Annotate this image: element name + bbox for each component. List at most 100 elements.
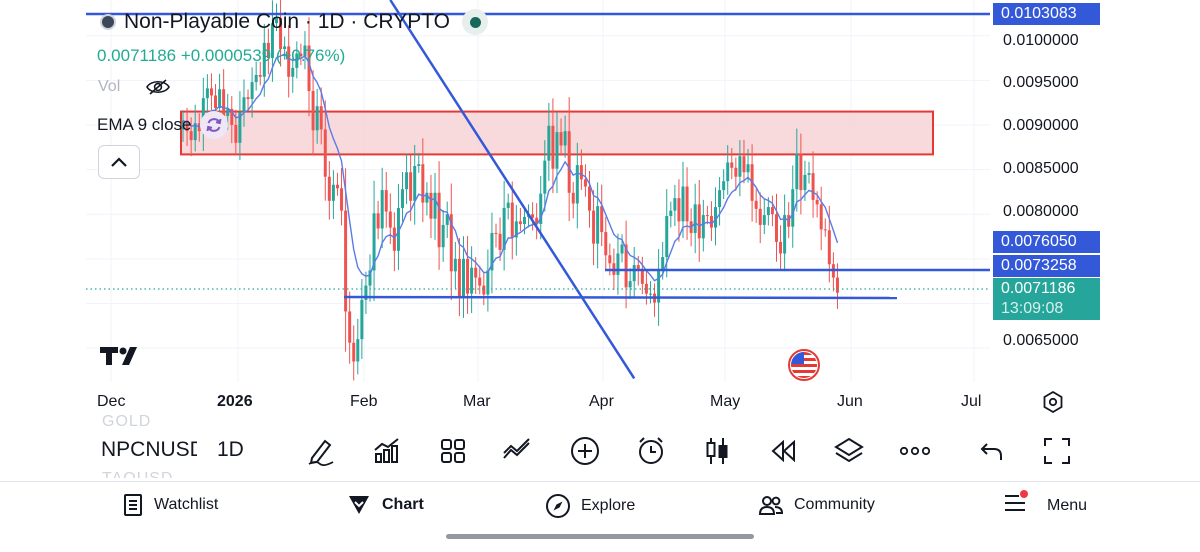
market-status-icon[interactable] xyxy=(462,9,489,35)
interval-selector[interactable]: 1D xyxy=(217,438,244,461)
price-axis-label: 0.0100000 xyxy=(1003,32,1079,49)
candle-body xyxy=(791,189,795,227)
candle-body xyxy=(364,285,368,300)
candle-body xyxy=(453,258,457,272)
nav-chart[interactable]: Chart xyxy=(346,493,424,517)
prev-symbol-ghost: GOLD xyxy=(102,413,152,430)
nav-watchlist-label: Watchlist xyxy=(154,496,219,513)
nav-watchlist[interactable]: Watchlist xyxy=(122,493,218,517)
candle-body xyxy=(234,124,238,143)
candle-body xyxy=(811,173,815,200)
candle-body xyxy=(506,202,510,208)
candle-body xyxy=(490,232,494,271)
candle-body xyxy=(579,165,583,180)
candle-body xyxy=(299,53,303,57)
price-axis-label: 0.0085000 xyxy=(1003,160,1079,177)
candle-body xyxy=(555,132,559,169)
candle-body xyxy=(575,165,579,204)
last-price-tag: 0.0071186 13:09:08 xyxy=(993,278,1100,320)
ema-price-tag: 0.0076050 xyxy=(993,231,1100,253)
candle-body xyxy=(437,192,441,248)
indicators-icon[interactable] xyxy=(370,434,404,468)
candle-body xyxy=(531,214,535,218)
compare-icon[interactable] xyxy=(500,434,534,468)
candle-body xyxy=(413,166,417,201)
add-icon[interactable] xyxy=(568,434,602,468)
candle-body xyxy=(677,198,681,222)
tradingview-logo-icon xyxy=(100,342,144,374)
candle-body xyxy=(498,233,502,250)
time-axis-label: Dec xyxy=(97,393,126,410)
candle-body xyxy=(396,207,400,251)
candle-body xyxy=(441,224,445,248)
fullscreen-icon[interactable] xyxy=(1040,434,1074,468)
candlestick-type-icon[interactable] xyxy=(700,434,734,468)
candle-body xyxy=(433,192,437,219)
candle-body xyxy=(823,229,827,231)
candle-body xyxy=(214,95,218,108)
alarm-clock-icon[interactable] xyxy=(634,434,668,468)
eye-hidden-icon[interactable] xyxy=(146,79,171,95)
candle-body xyxy=(636,265,640,271)
candle-body xyxy=(583,179,587,187)
replay-icon[interactable] xyxy=(766,434,800,468)
candle-body xyxy=(685,186,689,222)
ema-legend[interactable]: EMA 9 close xyxy=(97,111,228,139)
candle-body xyxy=(701,215,705,239)
collapse-legend-button[interactable] xyxy=(98,145,140,179)
candle-body xyxy=(624,244,628,288)
symbol-title: Non-Playable Coin · 1D · CRYPTO xyxy=(124,10,451,33)
candle-body xyxy=(331,184,335,201)
candle-body xyxy=(510,202,514,238)
layout-grid-icon[interactable] xyxy=(436,434,470,468)
candle-body xyxy=(588,186,591,211)
candle-body xyxy=(303,45,307,57)
candle-body xyxy=(425,192,429,203)
candle-body xyxy=(311,91,315,131)
nav-explore[interactable]: Explore xyxy=(545,493,635,519)
refresh-icon[interactable] xyxy=(199,111,228,139)
candle-body xyxy=(502,207,506,250)
candle-body xyxy=(693,204,697,233)
candle-body xyxy=(779,241,783,254)
candle-body xyxy=(494,232,498,234)
candlestick-series xyxy=(181,0,839,381)
candle-body xyxy=(827,230,831,265)
candle-body xyxy=(466,258,470,294)
candle-body xyxy=(409,172,413,201)
candle-body xyxy=(616,253,620,275)
candle-body xyxy=(539,193,543,225)
us-flag-icon[interactable] xyxy=(787,349,821,381)
drawing-tool-icon[interactable] xyxy=(304,434,338,468)
candle-body xyxy=(287,46,291,77)
undo-icon[interactable] xyxy=(975,434,1009,468)
candle-body xyxy=(762,215,766,225)
symbol-legend[interactable]: Non-Playable Coin · 1D · CRYPTO xyxy=(100,9,489,35)
symbol-selector[interactable]: NPCNUSD xyxy=(101,438,197,461)
layers-icon[interactable] xyxy=(832,434,866,468)
candle-body xyxy=(783,215,787,254)
candle-body xyxy=(388,211,392,228)
candle-body xyxy=(608,255,612,264)
more-icon[interactable] xyxy=(898,434,932,468)
candle-body xyxy=(482,285,486,295)
ema-layer xyxy=(182,53,839,282)
candle-body xyxy=(628,281,632,288)
candle-body xyxy=(518,221,522,225)
nav-community[interactable]: Community xyxy=(758,493,875,517)
volume-legend[interactable]: Vol xyxy=(98,78,171,96)
candle-body xyxy=(661,257,665,270)
candle-body xyxy=(222,89,226,117)
candle-body xyxy=(258,74,262,77)
nav-menu[interactable]: Menu xyxy=(1003,490,1087,518)
candle-body xyxy=(323,129,327,177)
candle-body xyxy=(295,53,299,68)
candle-body xyxy=(640,270,644,284)
notification-dot xyxy=(1020,490,1028,498)
chart-settings-icon[interactable] xyxy=(1041,390,1065,414)
candle-body xyxy=(392,227,396,251)
candle-body xyxy=(714,207,718,228)
next-symbol-ghost: TAOUSD xyxy=(102,470,173,478)
candle-body xyxy=(307,45,311,92)
